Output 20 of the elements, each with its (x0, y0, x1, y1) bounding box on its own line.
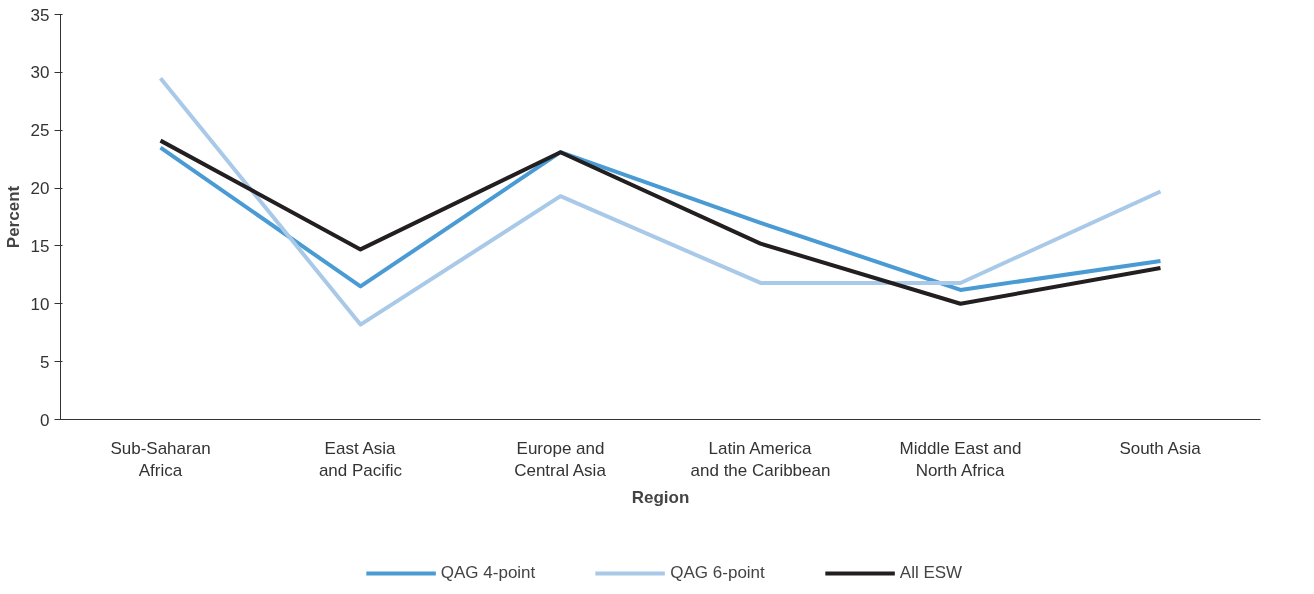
y-tick-label: 35 (30, 5, 50, 25)
y-tick-label: 15 (30, 236, 50, 256)
x-tick-label: Europe and Central Asia (514, 438, 607, 481)
y-tick-label: 10 (30, 294, 50, 314)
x-tick-label: Middle East and North Africa (899, 438, 1022, 481)
x-axis-title: Region (631, 488, 690, 508)
y-axis-title: Percent (3, 185, 23, 249)
x-tick-label: Latin America and the Caribbean (690, 438, 831, 481)
legend-label: QAG 6-point (670, 562, 765, 583)
legend-label: QAG 4-point (440, 562, 536, 583)
y-tick-label: 25 (30, 121, 50, 141)
legend-label: All ESW (899, 562, 963, 583)
y-tick-label: 20 (30, 179, 50, 199)
x-tick-label: South Asia (1119, 438, 1202, 458)
line-series (158, 76, 1163, 327)
x-tick-label: Sub-Saharan Africa (110, 438, 211, 481)
y-tick-label: 30 (30, 63, 50, 83)
y-tick-label: 0 (40, 410, 50, 430)
y-tick-label: 5 (40, 352, 50, 372)
x-tick-label: East Asia and Pacific (318, 438, 403, 481)
